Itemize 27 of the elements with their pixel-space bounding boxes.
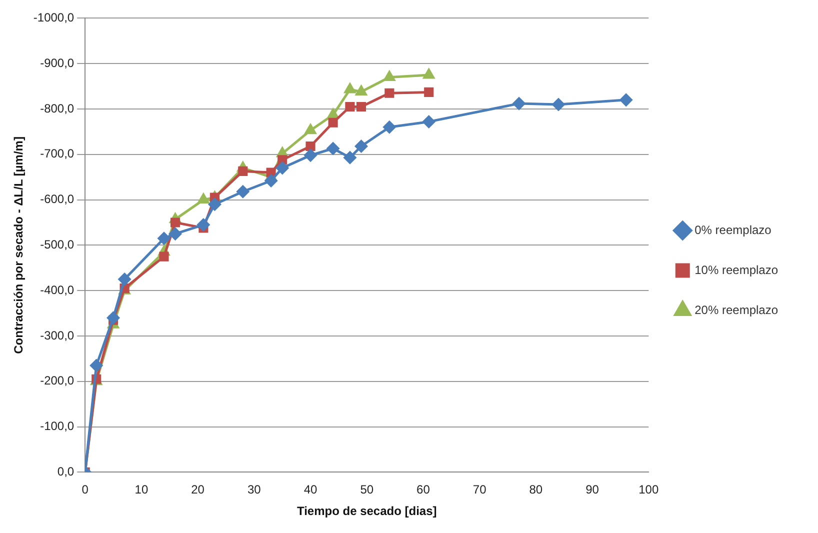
y-tick-label: -800,0	[40, 101, 74, 116]
legend-label: 0% reemplazo	[694, 222, 772, 237]
x-tick-label: 80	[529, 482, 543, 497]
y-tick-label: -400,0	[40, 282, 74, 297]
y-tick-label: -500,0	[40, 238, 74, 252]
x-tick-label: 10	[134, 482, 148, 497]
x-tick-label: 40	[304, 482, 318, 497]
y-tick-label: -100,0	[40, 419, 74, 434]
x-axis-title: Tiempo de secado [dias]	[296, 504, 437, 518]
x-tick-label: 100	[638, 482, 659, 497]
x-tick-label: 50	[360, 482, 374, 497]
y-tick-label: -300,0	[40, 328, 74, 342]
y-axis-title: Contracción por secado - ΔL/L [µm/m]	[12, 136, 26, 354]
x-tick-label: 20	[191, 482, 205, 497]
legend-label: 20% reemplazo	[694, 302, 778, 317]
x-tick-label: 30	[247, 482, 262, 497]
y-tick-label: -600,0	[40, 192, 74, 206]
y-tick-label: 0,0	[57, 464, 74, 479]
y-tick-label: -1000,0	[33, 10, 74, 25]
y-tick-label: -200,0	[40, 374, 74, 388]
x-tick-label: 70	[472, 482, 487, 497]
legend-label: 10% reemplazo	[694, 262, 778, 277]
x-tick-label: 60	[416, 482, 430, 497]
y-tick-label: -900,0	[40, 56, 74, 70]
y-tick-label: -700,0	[40, 146, 74, 161]
x-tick-label: 90	[586, 482, 600, 497]
x-tick-label: 0	[82, 482, 89, 497]
